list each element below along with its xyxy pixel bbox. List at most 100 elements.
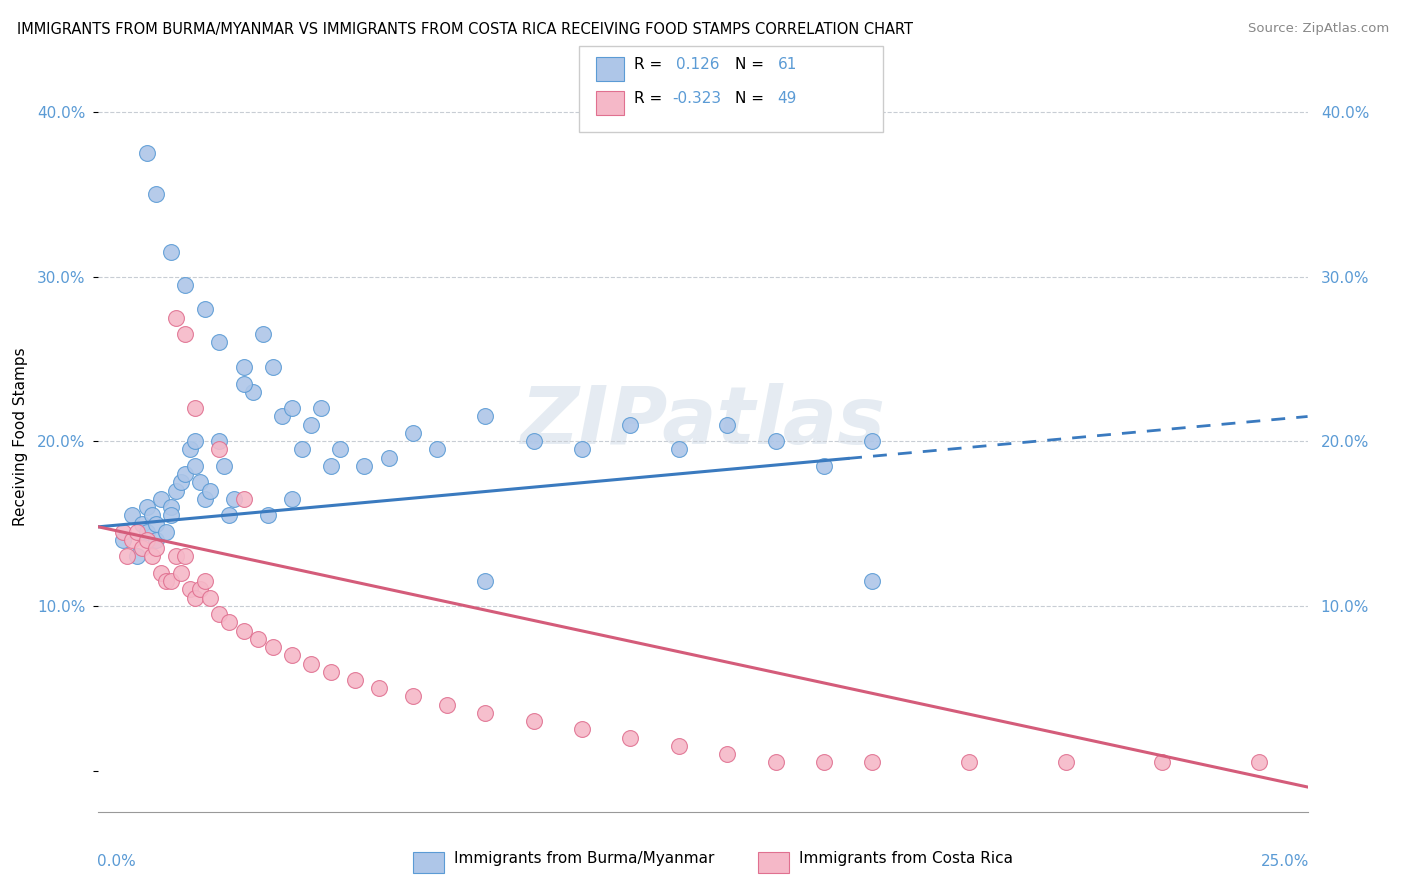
Point (165, 549, 187, 564)
Text: 61: 61 (778, 57, 797, 72)
Point (150, 491, 173, 506)
Point (716, 747, 738, 761)
Point (184, 458, 207, 473)
Text: -0.323: -0.323 (672, 91, 721, 106)
Point (155, 524, 177, 539)
Point (860, 434, 883, 449)
Point (299, 417, 322, 432)
Point (165, 310, 187, 325)
Point (127, 524, 149, 539)
Point (111, 524, 134, 539)
Point (184, 591, 207, 605)
Point (174, 549, 197, 564)
Point (256, 508, 278, 523)
Point (160, 574, 183, 589)
Point (232, 360, 254, 375)
Point (1249, 756, 1271, 770)
Point (716, 417, 738, 432)
Text: R =: R = (634, 91, 662, 106)
Point (127, 549, 149, 564)
Point (860, 574, 883, 589)
Point (145, 187, 167, 202)
Point (194, 491, 217, 506)
Point (218, 615, 240, 630)
Text: R =: R = (634, 57, 662, 72)
Point (368, 681, 391, 696)
Point (141, 549, 163, 564)
Point (222, 491, 245, 506)
Text: N =: N = (735, 91, 765, 106)
Point (813, 458, 835, 473)
Point (145, 541, 167, 556)
Point (208, 434, 231, 449)
Point (290, 442, 312, 457)
Point (523, 434, 546, 449)
Point (619, 731, 641, 745)
Point (232, 491, 254, 506)
Point (179, 442, 201, 457)
Point (281, 401, 304, 416)
Text: Immigrants from Costa Rica: Immigrants from Costa Rica (799, 852, 1012, 866)
Text: 0.126: 0.126 (676, 57, 720, 72)
Point (281, 648, 304, 663)
Point (262, 360, 284, 375)
Point (135, 524, 157, 539)
Point (571, 723, 593, 737)
Point (218, 508, 240, 523)
Point (1152, 756, 1174, 770)
Point (571, 442, 593, 457)
Point (145, 516, 167, 531)
Text: 49: 49 (778, 91, 797, 106)
Point (765, 434, 787, 449)
Point (474, 706, 496, 720)
Point (208, 607, 231, 621)
Point (184, 434, 207, 449)
Point (232, 376, 254, 391)
Point (131, 516, 153, 531)
Point (281, 491, 304, 506)
Point (319, 458, 342, 473)
Point (860, 756, 883, 770)
Point (141, 508, 163, 523)
Point (160, 508, 183, 523)
Text: 25.0%: 25.0% (1260, 854, 1309, 869)
Point (957, 756, 980, 770)
Point (179, 582, 201, 597)
Point (131, 541, 153, 556)
Text: Immigrants from Burma/Myanmar: Immigrants from Burma/Myanmar (454, 852, 714, 866)
Point (329, 442, 352, 457)
Point (174, 467, 197, 482)
Point (474, 574, 496, 589)
Point (155, 574, 177, 589)
Point (212, 458, 235, 473)
Point (242, 384, 264, 399)
Point (262, 640, 284, 654)
Point (160, 244, 183, 259)
Point (198, 591, 221, 605)
Point (436, 698, 458, 712)
Point (188, 475, 211, 490)
Point (668, 739, 690, 753)
Point (145, 533, 167, 547)
Point (208, 442, 231, 457)
Text: N =: N = (735, 57, 765, 72)
Point (165, 483, 187, 498)
Point (169, 475, 191, 490)
Point (619, 417, 641, 432)
Point (252, 327, 274, 342)
Point (319, 665, 342, 679)
Point (402, 425, 425, 440)
Text: IMMIGRANTS FROM BURMA/MYANMAR VS IMMIGRANTS FROM COSTA RICA RECEIVING FOOD STAMP: IMMIGRANTS FROM BURMA/MYANMAR VS IMMIGRA… (17, 22, 912, 37)
Point (117, 549, 139, 564)
Point (765, 756, 787, 770)
Y-axis label: Receiving Food Stamps: Receiving Food Stamps (14, 348, 28, 526)
Point (194, 302, 217, 317)
Point (377, 450, 399, 465)
Point (135, 146, 157, 161)
Point (198, 483, 221, 498)
Point (111, 533, 134, 547)
Point (121, 508, 143, 523)
Point (343, 673, 366, 687)
Point (426, 442, 449, 457)
Point (523, 714, 546, 728)
